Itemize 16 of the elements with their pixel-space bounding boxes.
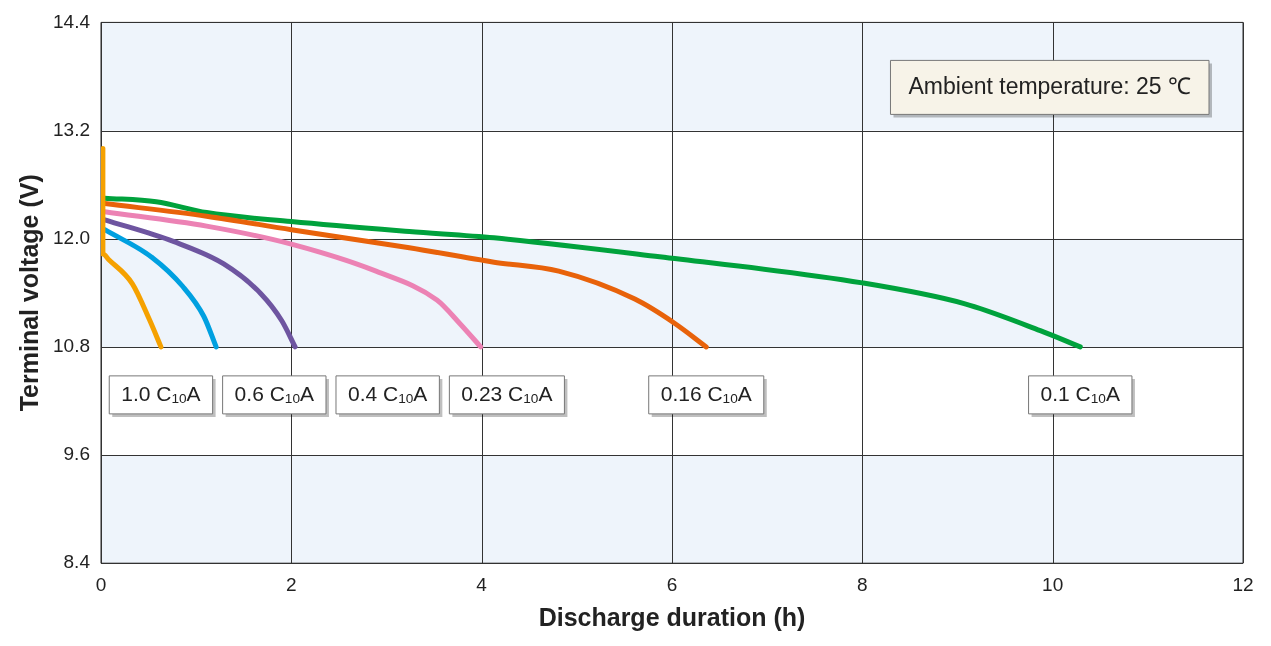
- x-tick-label: 12: [1232, 573, 1254, 595]
- y-axis-title: Terminal voltage (V): [14, 174, 43, 412]
- x-axis-title: Discharge duration (h): [538, 602, 806, 631]
- x-tick-label: 8: [857, 573, 868, 595]
- y-tick-label: 14.4: [53, 10, 91, 32]
- y-tick-label: 10.8: [53, 335, 90, 357]
- y-tick-label: 8.4: [63, 551, 91, 573]
- x-tick-label: 0: [95, 573, 107, 595]
- x-tick-label: 2: [286, 573, 297, 595]
- x-tick-label: 10: [1042, 573, 1064, 595]
- x-tick-label: 6: [666, 573, 678, 595]
- y-tick-label: 12.0: [53, 226, 90, 248]
- y-tick-label: 13.2: [53, 118, 90, 140]
- x-tick-label: 4: [476, 573, 488, 595]
- annotation: Ambient temperature: 25 ℃: [908, 72, 1192, 99]
- y-tick-label: 9.6: [63, 443, 90, 465]
